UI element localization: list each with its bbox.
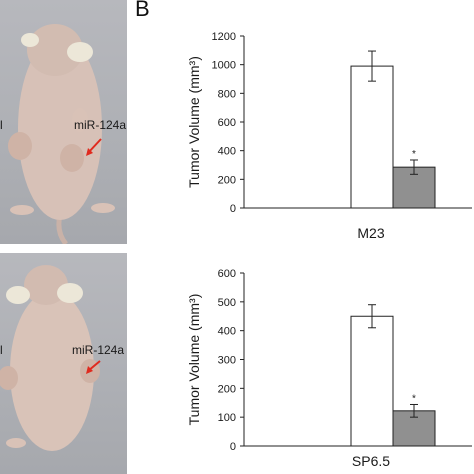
y-tick-label: 500 — [218, 297, 236, 309]
y-tick-label: 0 — [230, 441, 236, 453]
photo-bottom-side-label: l — [0, 343, 3, 357]
y-tick-label: 0 — [230, 203, 236, 215]
y-tick-label: 800 — [218, 88, 236, 100]
mouse-illustration-bottom — [0, 265, 101, 451]
y-tick-label: 200 — [218, 383, 236, 395]
photo-bottom-label: miR-124a — [72, 343, 125, 357]
significance-marker: * — [412, 393, 416, 404]
bar-control — [350, 315, 394, 447]
y-tick-label: 100 — [218, 412, 236, 424]
bar-mir-124a — [392, 166, 436, 209]
x-axis-label: M23 — [357, 225, 384, 241]
y-tick-label: 400 — [218, 326, 236, 338]
photo-top-side-label: l — [0, 118, 3, 132]
y-tick-label: 200 — [218, 174, 236, 186]
bar-control — [350, 65, 394, 209]
y-axis-label: Tumor Volume (mm³) — [186, 294, 202, 426]
chart-2: 0 100 200 300 400 500 600 Tumor Volume (mm³) SP6… — [186, 268, 472, 469]
mouse-photo-top: miR-124a l — [0, 0, 127, 244]
y-axis-label: Tumor Volume (mm³) — [186, 56, 202, 188]
y-tick-label: 400 — [218, 146, 236, 158]
y-tick-label: 1000 — [212, 60, 236, 72]
mouse-photo-bottom: miR-124a l — [0, 253, 127, 474]
mouse-illustration-top — [8, 24, 115, 244]
x-axis-label: SP6.5 — [352, 453, 390, 469]
photo-top-label: miR-124a — [74, 118, 127, 132]
y-tick-label: 300 — [218, 355, 236, 367]
y-tick-label: 600 — [218, 117, 236, 129]
significance-marker: * — [412, 149, 416, 160]
y-tick-label: 1200 — [212, 31, 236, 43]
chart-1: 0 200 400 600 800 1000 1200 Tumor Volume (mm³) M… — [186, 31, 472, 241]
y-tick-label: 600 — [218, 268, 236, 280]
panel-letter: B — [135, 0, 150, 21]
